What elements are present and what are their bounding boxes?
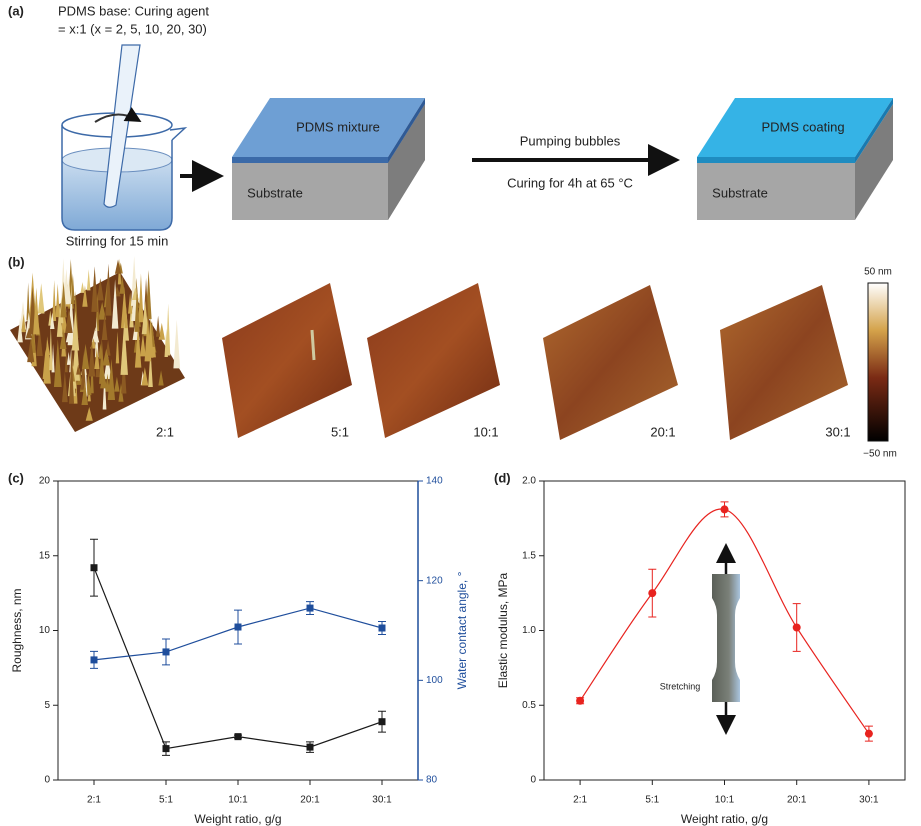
y-tick-label: 2.0 <box>522 476 536 487</box>
annotation: Stretching <box>660 681 701 691</box>
panel-label: (b) <box>8 254 25 269</box>
step-label: Stirring for 15 min <box>66 233 169 248</box>
spike <box>312 330 314 360</box>
x-axis-label: Weight ratio, g/g <box>681 812 768 826</box>
x-tick-label: 10:1 <box>228 795 248 806</box>
y-tick-label: 1.5 <box>522 550 536 561</box>
afm-images <box>10 256 848 440</box>
figure: (a) PDMS base: Curing agent = x:1 (x = 2… <box>0 0 921 826</box>
marker <box>865 730 873 738</box>
y2-axis-label: Water contact angle, ° <box>455 571 469 689</box>
stretch-inset <box>712 548 740 730</box>
panel-label: (a) <box>8 3 24 18</box>
x-tick-label: 5:1 <box>159 795 173 806</box>
sample-label: 20:1 <box>650 424 675 439</box>
spike <box>156 316 160 337</box>
colorbar-label: 50 nm <box>864 267 892 278</box>
beaker <box>62 45 185 230</box>
x-tick-label: 2:1 <box>573 795 587 806</box>
layer-label: Substrate <box>712 185 768 200</box>
spike <box>81 282 85 293</box>
colorbar <box>868 283 888 441</box>
y2-tick-label: 80 <box>426 775 438 786</box>
y-tick-label: 15 <box>39 550 51 561</box>
marker <box>307 744 314 751</box>
spike <box>173 320 180 369</box>
step-label: Pumping bubbles <box>520 133 621 148</box>
marker <box>163 648 170 655</box>
y-tick-label: 20 <box>39 476 51 487</box>
marker <box>91 564 98 571</box>
marker <box>91 656 98 663</box>
block <box>697 98 893 220</box>
x-tick-label: 20:1 <box>787 795 807 806</box>
marker <box>648 589 656 597</box>
marker <box>379 718 386 725</box>
y-tick-label: 10 <box>39 625 51 636</box>
step-label: Curing for 4h at 65 °C <box>507 175 633 190</box>
x-axis-label: Weight ratio, g/g <box>194 812 281 826</box>
x-tick-label: 30:1 <box>372 795 392 806</box>
y2-tick-label: 140 <box>426 476 443 487</box>
sample-label: 2:1 <box>156 424 174 439</box>
layer-label: PDMS coating <box>761 119 844 134</box>
x-tick-label: 30:1 <box>859 795 879 806</box>
spike <box>138 273 143 322</box>
spike <box>26 282 29 320</box>
spike <box>56 284 60 317</box>
panel-label: (c) <box>8 470 24 485</box>
marker <box>721 505 729 513</box>
y-tick-label: 0.5 <box>522 700 536 711</box>
recipe-line: PDMS base: Curing agent <box>58 3 209 18</box>
afm-image <box>222 283 352 438</box>
y2-tick-label: 120 <box>426 575 443 586</box>
layer-label: PDMS mixture <box>296 119 380 134</box>
sample-label: 5:1 <box>331 424 349 439</box>
spike <box>87 269 91 290</box>
marker <box>235 733 242 740</box>
marker <box>307 605 314 612</box>
afm-image <box>543 285 678 440</box>
y-tick-label: 0 <box>530 775 536 786</box>
x-tick-label: 5:1 <box>645 795 659 806</box>
marker <box>793 624 801 632</box>
x-tick-label: 20:1 <box>300 795 320 806</box>
x-tick-label: 10:1 <box>715 795 735 806</box>
colorbar-label: −50 nm <box>863 449 897 460</box>
spike <box>166 304 170 356</box>
marker <box>379 625 386 632</box>
block <box>232 98 425 220</box>
panel-label: (d) <box>494 470 511 485</box>
afm-image <box>720 285 848 440</box>
y-tick-label: 5 <box>44 700 50 711</box>
marker <box>163 745 170 752</box>
sample-label: 10:1 <box>473 424 498 439</box>
y-tick-label: 0 <box>44 775 50 786</box>
y2-tick-label: 100 <box>426 675 443 686</box>
afm-image <box>367 283 500 438</box>
layer-label: Substrate <box>247 185 303 200</box>
spike <box>52 280 56 321</box>
y-axis-label: Roughness, nm <box>10 588 24 672</box>
marker <box>576 697 584 705</box>
spike <box>38 283 45 313</box>
marker <box>235 624 242 631</box>
x-tick-label: 2:1 <box>87 795 101 806</box>
sample-label: 30:1 <box>825 424 850 439</box>
recipe-line: = x:1 (x = 2, 5, 10, 20, 30) <box>58 21 207 36</box>
series-line <box>94 568 382 749</box>
y-axis-label: Elastic modulus, MPa <box>496 572 510 688</box>
y-tick-label: 1.0 <box>522 625 536 636</box>
